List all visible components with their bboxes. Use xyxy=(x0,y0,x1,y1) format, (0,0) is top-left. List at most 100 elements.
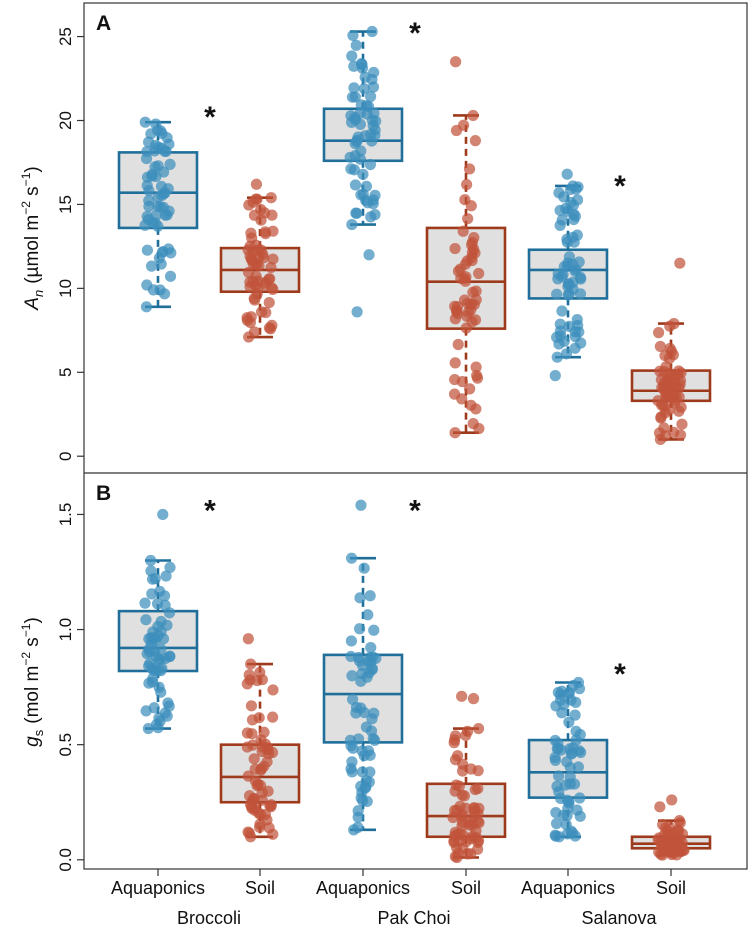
data-point xyxy=(259,738,272,750)
data-point xyxy=(349,179,362,191)
data-point xyxy=(556,707,568,719)
data-point xyxy=(159,599,171,611)
data-point xyxy=(561,236,573,248)
data-point xyxy=(146,676,159,688)
significance-star: * xyxy=(204,101,216,134)
data-point xyxy=(556,214,568,226)
data-point xyxy=(143,660,155,672)
data-point xyxy=(263,822,275,834)
data-point xyxy=(452,750,464,762)
data-point xyxy=(457,225,469,237)
data-point xyxy=(243,669,255,681)
data-point xyxy=(345,552,358,564)
data-point xyxy=(674,257,686,269)
data-point xyxy=(654,433,667,446)
data-point xyxy=(348,82,360,94)
data-point xyxy=(150,650,162,662)
data-point xyxy=(563,687,575,699)
data-point xyxy=(657,819,669,831)
x-category-label: Aquaponics xyxy=(111,878,205,898)
data-point xyxy=(348,824,360,836)
y-tick-label: 0.5 xyxy=(56,733,75,757)
y-label-a-end: ) xyxy=(22,166,43,172)
data-point xyxy=(242,770,254,782)
data-point xyxy=(162,183,174,195)
data-point xyxy=(141,179,153,192)
data-point xyxy=(452,338,464,351)
data-point xyxy=(574,729,586,741)
data-point xyxy=(355,675,367,687)
y-axis-label-a: An (µmol m−2 s−1) xyxy=(19,166,46,310)
y-label-a-unit: (µmol m xyxy=(22,215,43,284)
data-point xyxy=(164,158,176,170)
data-point xyxy=(659,387,671,399)
data-point xyxy=(472,843,484,855)
data-point xyxy=(354,153,367,165)
data-point xyxy=(263,322,276,334)
y-tick-label: 1.5 xyxy=(56,503,75,527)
data-point xyxy=(569,709,581,721)
data-point xyxy=(259,278,271,291)
data-point xyxy=(157,508,169,521)
data-point xyxy=(347,29,359,42)
data-point xyxy=(562,257,574,269)
data-point xyxy=(346,693,359,705)
data-point xyxy=(366,73,378,86)
data-point xyxy=(553,831,565,843)
data-point xyxy=(358,83,370,95)
data-point xyxy=(673,815,686,827)
data-point xyxy=(142,214,155,226)
data-point xyxy=(467,418,479,430)
data-point xyxy=(449,242,461,255)
data-point xyxy=(160,145,172,157)
significance-star: * xyxy=(614,658,626,691)
data-point xyxy=(145,554,157,567)
data-point xyxy=(360,782,372,794)
data-point xyxy=(346,670,358,682)
y-label-a-exp1: −2 xyxy=(19,201,33,215)
data-point xyxy=(467,693,480,705)
data-point xyxy=(472,722,485,735)
data-point xyxy=(143,643,155,655)
data-point xyxy=(574,792,586,804)
data-point xyxy=(573,745,585,757)
y-axis-label-b: gs(mol m−2 s−1) xyxy=(19,617,46,747)
y-label-b-exp1: −2 xyxy=(19,652,33,666)
data-point xyxy=(139,597,151,609)
data-point xyxy=(555,694,567,706)
data-point xyxy=(248,753,260,765)
data-point xyxy=(362,609,374,621)
data-point xyxy=(472,782,484,795)
data-point xyxy=(572,676,585,689)
data-point xyxy=(351,306,363,318)
data-point xyxy=(149,634,162,646)
data-point xyxy=(552,770,565,782)
data-point xyxy=(159,209,172,221)
group-label-salanova: Salanova xyxy=(581,908,657,928)
data-point xyxy=(563,288,575,300)
data-point xyxy=(246,254,258,266)
data-point xyxy=(361,795,373,808)
data-point xyxy=(141,145,153,158)
y-label-a-symbol: A xyxy=(22,297,43,311)
data-point xyxy=(466,236,478,248)
data-point xyxy=(244,281,256,293)
data-point xyxy=(658,376,671,389)
data-point xyxy=(158,288,171,300)
data-point xyxy=(267,684,279,696)
x-category-label: Aquaponics xyxy=(521,878,615,898)
data-point xyxy=(267,253,279,265)
data-point xyxy=(364,158,377,171)
data-point xyxy=(449,357,461,369)
data-point xyxy=(346,91,359,103)
data-point xyxy=(450,56,462,68)
data-point xyxy=(653,832,665,844)
significance-star: * xyxy=(409,17,421,50)
data-point xyxy=(554,318,566,330)
data-point xyxy=(465,304,477,316)
data-point xyxy=(456,789,468,801)
y-tick-label: 20 xyxy=(56,111,75,130)
data-point xyxy=(247,196,259,208)
data-point xyxy=(344,734,357,746)
